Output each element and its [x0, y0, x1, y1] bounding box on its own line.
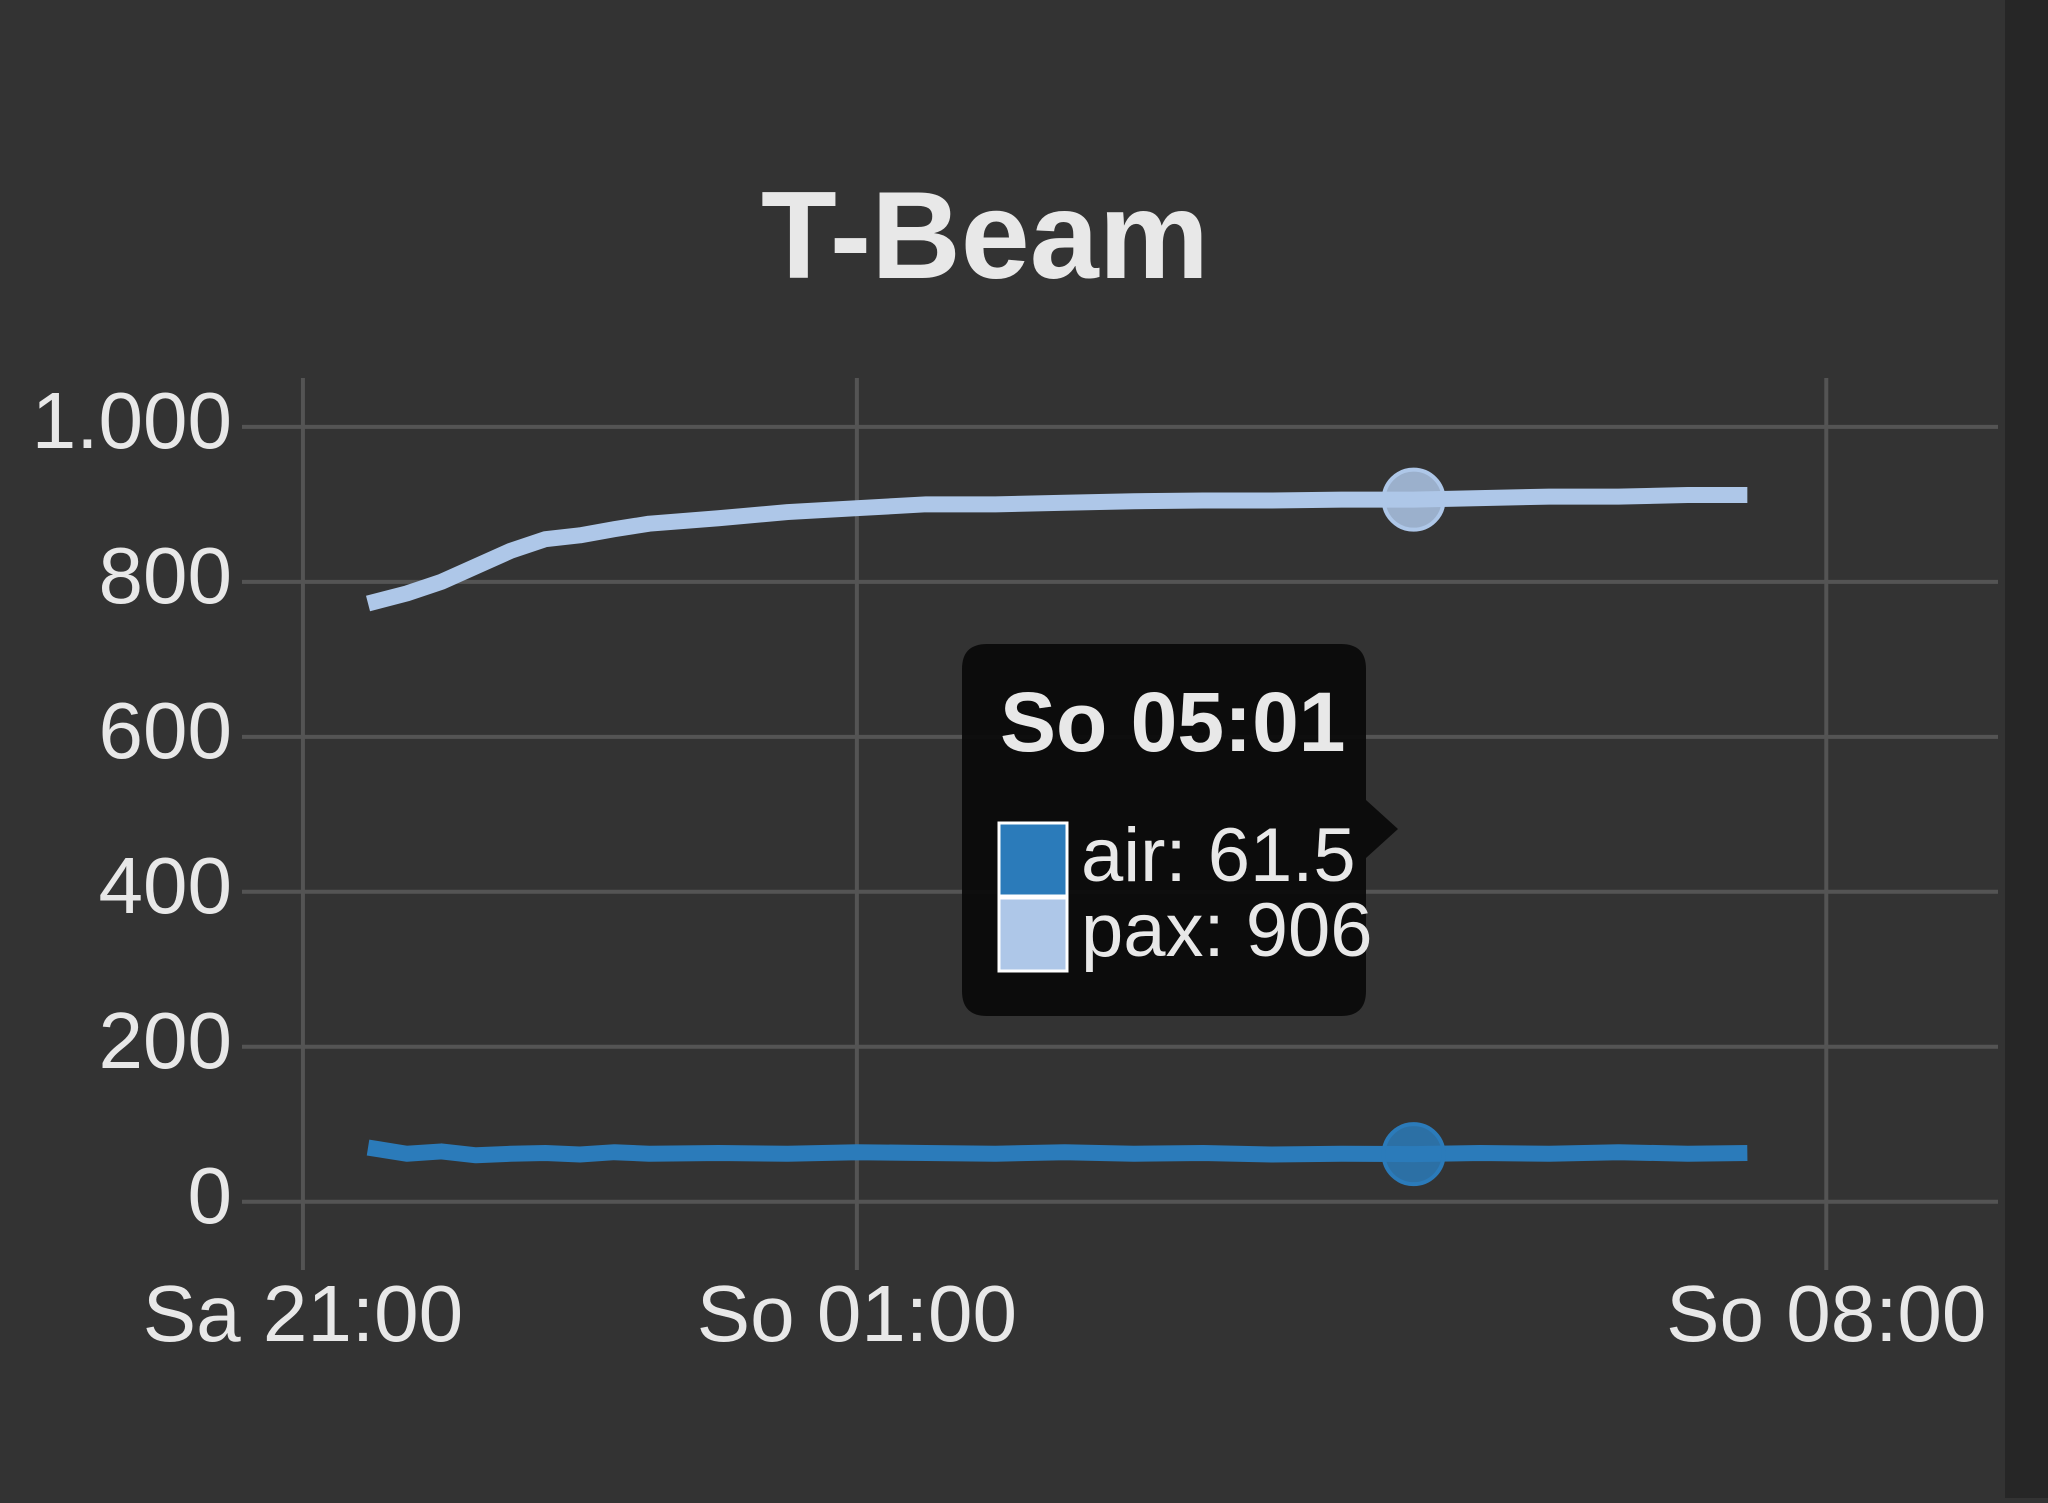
tooltip-item: pax: 906 [1081, 888, 1373, 973]
hover-marker [1381, 467, 1446, 532]
y-tick-label: 1.000 [32, 376, 232, 465]
tooltip-swatch [997, 821, 1069, 898]
y-tick-label: 200 [99, 996, 232, 1085]
tooltip-swatch [997, 896, 1069, 973]
x-tick-label: So 01:00 [697, 1269, 1017, 1358]
y-tick-label: 400 [99, 841, 232, 930]
hover-marker [1381, 1122, 1446, 1187]
x-tick-label: So 08:00 [1666, 1269, 1986, 1358]
tooltip-box [962, 644, 1398, 1016]
series-line [366, 1139, 1748, 1164]
x-tick-label: Sa 21:00 [143, 1269, 463, 1358]
y-tick-label: 600 [99, 686, 232, 775]
y-tick-label: 0 [188, 1151, 233, 1240]
series-line [366, 487, 1748, 612]
tooltip-title: So 05:01 [1000, 675, 1346, 769]
side-strip [2005, 0, 2048, 1498]
tooltip-item: air: 61.5 [1081, 813, 1356, 898]
y-tick-label: 800 [99, 531, 232, 620]
chart-title: T-Beam [761, 167, 1209, 305]
